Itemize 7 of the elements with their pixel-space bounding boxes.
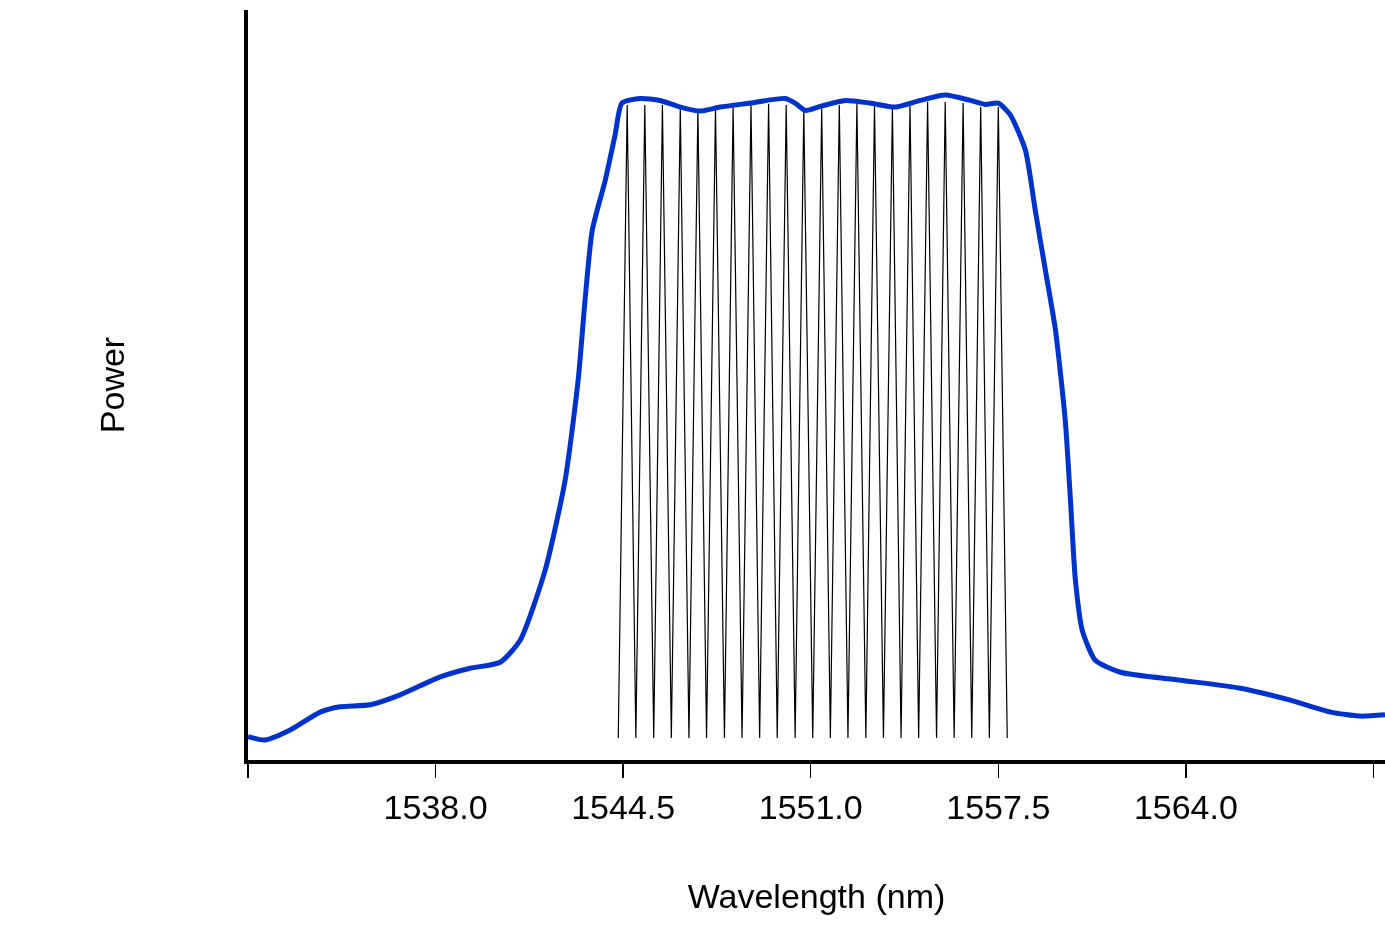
y-axis-title: Power	[93, 336, 132, 434]
x-tick-label: 1538.0	[383, 787, 488, 826]
x-tick-label: 1557.5	[946, 787, 1051, 826]
x-tick-label: 1551.0	[758, 787, 863, 826]
x-tick-label: 1564.0	[1133, 787, 1238, 826]
x-axis-title: Wavelength (nm)	[687, 876, 946, 915]
x-tick-label: 1544.5	[571, 787, 676, 826]
